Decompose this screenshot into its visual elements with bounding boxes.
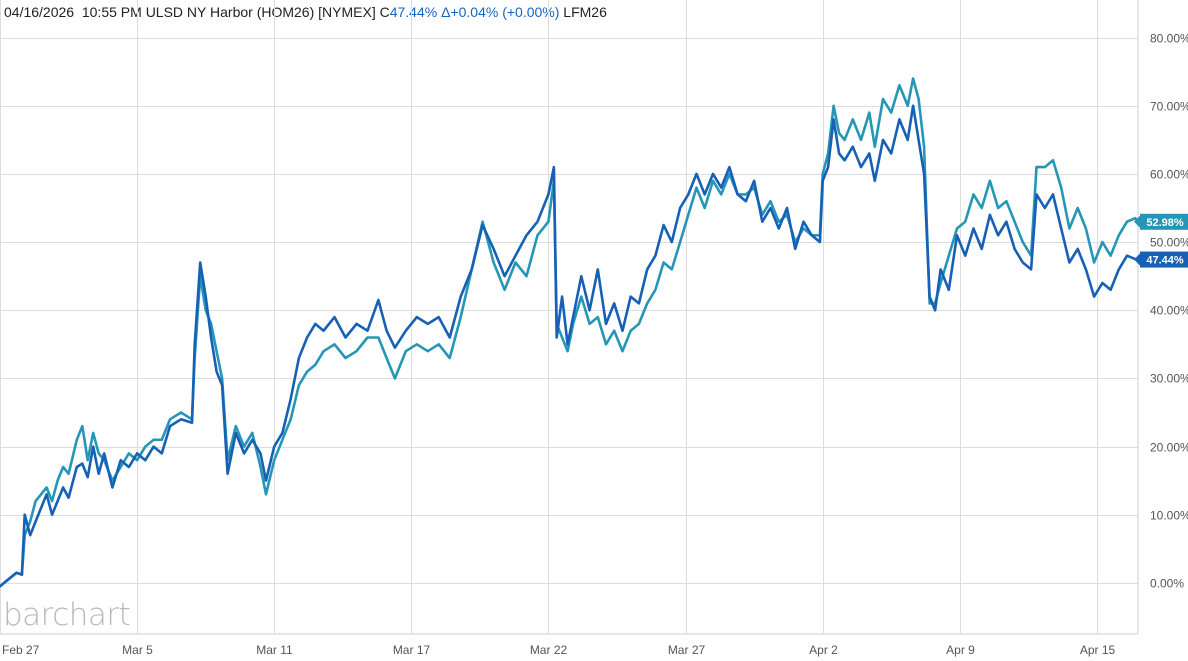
x-tick-label: Apr 9 xyxy=(946,643,975,657)
y-tick-label: 20.00% xyxy=(1150,441,1188,455)
last-value-pointer xyxy=(1134,215,1140,228)
y-tick-label: 70.00% xyxy=(1150,100,1188,114)
y-axis: 80.00% 70.00% 60.00% 50.00% 40.00% 30.00% 20.0… xyxy=(1150,32,1188,591)
header-change: Δ+0.04% (+0.00%) xyxy=(441,4,560,20)
end-labels: 47.44% 52.98% xyxy=(1134,213,1188,268)
series-layer xyxy=(0,77,1140,588)
x-tick-label: Mar 11 xyxy=(256,643,293,657)
series-line-hom26 xyxy=(0,104,1140,588)
header-symbol[interactable]: ULSD NY Harbor (HOM26) [NYMEX] xyxy=(145,4,376,20)
header-close-value: 47.44% xyxy=(389,4,438,20)
last-value-badge-hom26 xyxy=(1140,251,1188,268)
x-tick-label: Mar 17 xyxy=(393,643,431,657)
last-value-pointer xyxy=(1134,253,1140,266)
x-tick-label: Apr 15 xyxy=(1080,643,1116,657)
y-tick-label: 50.00% xyxy=(1150,236,1188,250)
chart-grid xyxy=(0,0,1139,635)
x-tick-label: Mar 27 xyxy=(668,643,706,657)
x-tick-label: Mar 22 xyxy=(530,643,568,657)
header-date: 04/16/2026 xyxy=(4,4,75,20)
last-value-label-hom26: 47.44% xyxy=(1146,255,1184,267)
y-tick-label: 30.00% xyxy=(1150,372,1188,386)
x-axis: Feb 27 Mar 5 Mar 11 Mar 17 Mar 22 Mar 27 Apr 2… xyxy=(2,643,1116,657)
header-close-prefix: C xyxy=(379,4,390,20)
y-tick-label: 40.00% xyxy=(1150,304,1188,318)
chart-header: 04/16/2026 10:55 PM ULSD NY Harbor (HOM2… xyxy=(4,3,607,21)
x-tick-label: Apr 2 xyxy=(809,643,838,657)
header-time: 10:55 PM xyxy=(81,4,142,20)
y-tick-label: 10.00% xyxy=(1150,509,1188,523)
y-tick-label: 80.00% xyxy=(1150,32,1188,46)
x-tick-label: Mar 5 xyxy=(122,643,153,657)
header-compare-symbol[interactable]: LFM26 xyxy=(563,4,607,20)
last-value-badge-lfm26 xyxy=(1140,213,1188,230)
last-value-label-lfm26: 52.98% xyxy=(1146,217,1184,229)
y-tick-label: 60.00% xyxy=(1150,168,1188,182)
y-tick-label: 0.00% xyxy=(1150,577,1184,591)
series-line-lfm26 xyxy=(0,77,1140,588)
barchart-logo: barchart xyxy=(3,597,131,633)
x-tick-label: Feb 27 xyxy=(2,643,40,657)
